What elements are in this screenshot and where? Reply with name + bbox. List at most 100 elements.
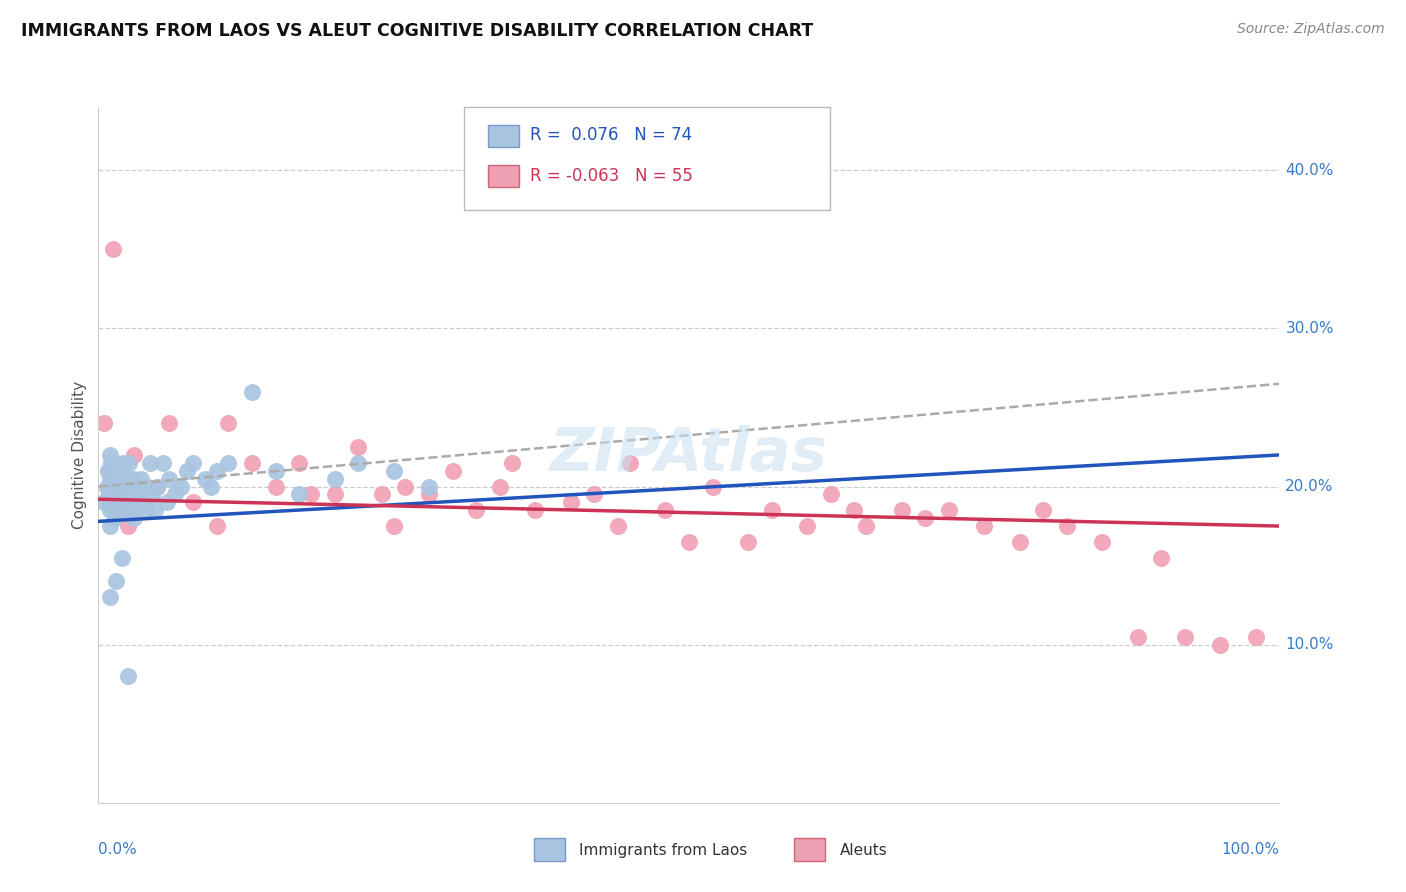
Point — [890, 503, 912, 517]
Point — [347, 456, 370, 470]
Point — [441, 464, 464, 478]
Point — [97, 464, 120, 478]
Point — [125, 503, 148, 517]
Point — [124, 487, 146, 501]
Text: 30.0%: 30.0% — [1285, 321, 1334, 336]
Point — [98, 591, 121, 605]
Point — [489, 479, 512, 493]
Point — [560, 495, 582, 509]
Point — [105, 503, 128, 517]
Point — [105, 479, 128, 493]
Point — [105, 456, 128, 470]
Point — [737, 534, 759, 549]
Point — [122, 511, 145, 525]
Point — [607, 519, 630, 533]
Point — [1008, 534, 1031, 549]
Text: IMMIGRANTS FROM LAOS VS ALEUT COGNITIVE DISABILITY CORRELATION CHART: IMMIGRANTS FROM LAOS VS ALEUT COGNITIVE … — [21, 22, 813, 40]
Point — [382, 519, 405, 533]
Point — [194, 472, 217, 486]
Point — [105, 574, 128, 589]
Point — [1209, 638, 1232, 652]
Point — [141, 487, 163, 501]
Point — [205, 519, 228, 533]
Point — [111, 550, 134, 565]
Point — [104, 495, 127, 509]
Point — [112, 456, 135, 470]
Point — [264, 479, 287, 493]
Point — [129, 472, 152, 486]
Point — [146, 479, 169, 493]
Point — [112, 503, 135, 517]
Point — [107, 487, 129, 501]
Point — [128, 487, 150, 501]
Text: 40.0%: 40.0% — [1285, 163, 1334, 178]
Point — [176, 464, 198, 478]
Point — [524, 503, 547, 517]
Point — [914, 511, 936, 525]
Point — [105, 487, 128, 501]
Point — [820, 487, 842, 501]
Point — [200, 479, 222, 493]
Point — [1150, 550, 1173, 565]
Point — [1032, 503, 1054, 517]
Point — [93, 495, 115, 509]
Point — [111, 472, 134, 486]
Point — [1091, 534, 1114, 549]
Point — [98, 519, 121, 533]
Text: 0.0%: 0.0% — [98, 842, 138, 857]
Point — [110, 479, 132, 493]
Point — [105, 472, 128, 486]
Point — [122, 472, 145, 486]
Point — [371, 487, 394, 501]
Point — [121, 479, 143, 493]
Point — [165, 487, 187, 501]
Point — [111, 487, 134, 501]
Point — [98, 448, 121, 462]
Text: 10.0%: 10.0% — [1285, 637, 1334, 652]
Point — [619, 456, 641, 470]
Point — [117, 519, 139, 533]
Point — [117, 669, 139, 683]
Point — [96, 479, 118, 493]
Point — [143, 503, 166, 517]
Point — [103, 464, 125, 478]
Point — [157, 472, 180, 486]
Point — [418, 479, 440, 493]
Point — [114, 487, 136, 501]
Point — [938, 503, 960, 517]
Point — [98, 503, 121, 517]
Point — [100, 456, 122, 470]
Text: R = -0.063   N = 55: R = -0.063 N = 55 — [530, 167, 693, 185]
Point — [347, 440, 370, 454]
Point — [108, 503, 131, 517]
Point — [118, 456, 141, 470]
Point — [240, 456, 263, 470]
Point — [98, 487, 121, 501]
Point — [107, 479, 129, 493]
Point — [1126, 630, 1149, 644]
Point — [139, 456, 162, 470]
Point — [761, 503, 783, 517]
Text: Source: ZipAtlas.com: Source: ZipAtlas.com — [1237, 22, 1385, 37]
Point — [146, 479, 169, 493]
Point — [465, 503, 488, 517]
Point — [127, 479, 149, 493]
Y-axis label: Cognitive Disability: Cognitive Disability — [72, 381, 87, 529]
Point — [156, 495, 179, 509]
Point — [112, 479, 135, 493]
Point — [418, 487, 440, 501]
Point — [394, 479, 416, 493]
Point — [288, 456, 311, 470]
Point — [973, 519, 995, 533]
Point — [205, 464, 228, 478]
Point — [97, 464, 120, 478]
Point — [98, 472, 121, 486]
Point — [105, 479, 128, 493]
Point — [101, 487, 124, 501]
Point — [120, 503, 142, 517]
Point — [104, 511, 127, 525]
Text: Aleuts: Aleuts — [839, 843, 887, 857]
Point — [108, 487, 131, 501]
Point — [121, 487, 143, 501]
Text: R =  0.076   N = 74: R = 0.076 N = 74 — [530, 126, 692, 144]
